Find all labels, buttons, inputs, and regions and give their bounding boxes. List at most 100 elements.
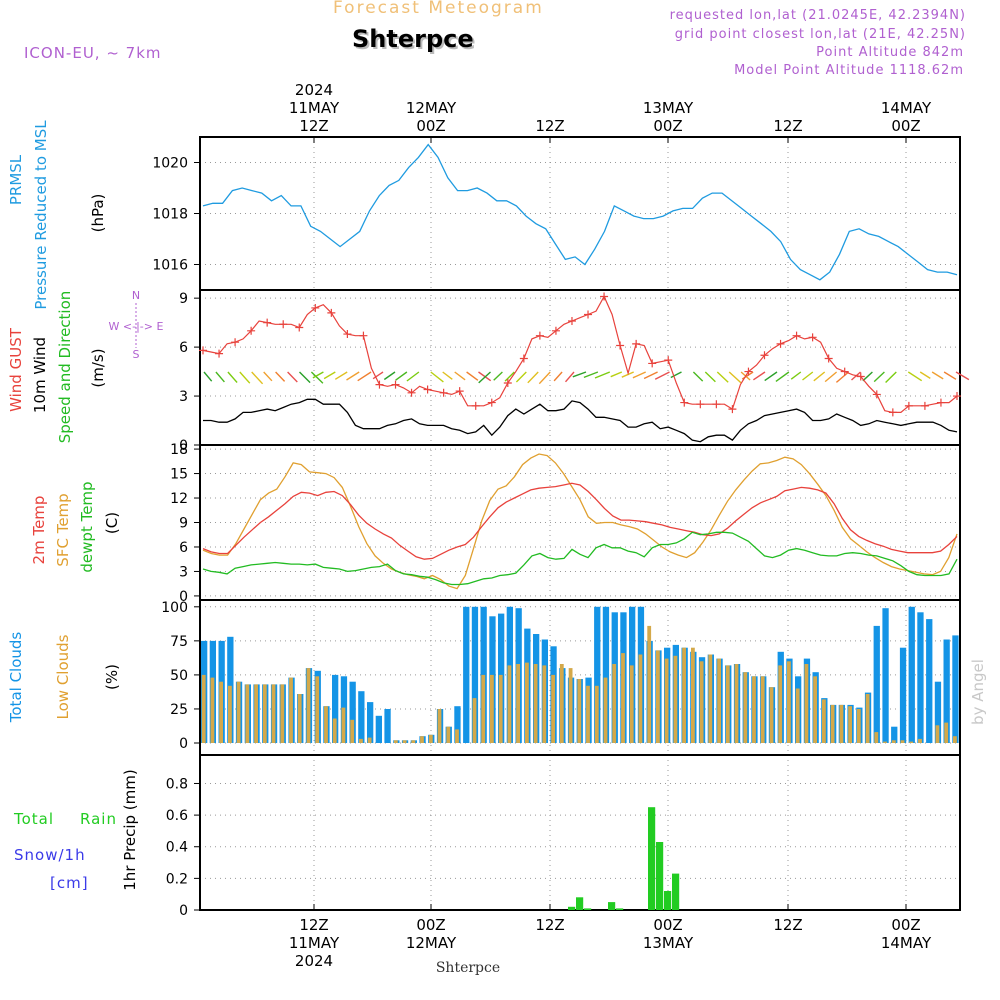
wind-direction-arrow bbox=[275, 371, 286, 382]
y-tick-label: 0 bbox=[179, 589, 188, 605]
low-cloud-bar bbox=[254, 684, 258, 743]
wind-direction-arrow bbox=[538, 371, 551, 385]
low-cloud-bar bbox=[498, 674, 503, 743]
dewpt-temp-line bbox=[202, 531, 958, 586]
gust-marker bbox=[567, 317, 576, 325]
low-cloud-bar bbox=[219, 681, 223, 743]
wind-direction-arrow bbox=[430, 371, 444, 383]
cloud-unit: (%) bbox=[103, 664, 121, 690]
wind-direction-arrow bbox=[203, 371, 213, 382]
gust-marker bbox=[407, 388, 416, 397]
gust-marker bbox=[664, 356, 673, 365]
wind-direction-arrow bbox=[406, 371, 420, 382]
low-cloud-bar bbox=[918, 738, 922, 743]
low-cloud-bar bbox=[245, 684, 250, 743]
footer-location: Shterpce bbox=[436, 960, 500, 976]
gust-marker bbox=[247, 326, 256, 335]
wind-direction-arrow bbox=[493, 371, 503, 381]
gust-marker bbox=[840, 367, 849, 376]
total-cloud-bar bbox=[934, 681, 942, 743]
y-tick-label: 18 bbox=[170, 442, 188, 458]
y-tick-label: 0.4 bbox=[166, 840, 188, 856]
wind-direction-arrow bbox=[885, 371, 897, 383]
low-cloud-bar bbox=[341, 707, 346, 743]
wind-direction-arrow bbox=[263, 371, 273, 382]
pressure-axis-title: Pressure Reduced to MSL bbox=[32, 120, 50, 310]
y-tick-label: 9 bbox=[179, 291, 188, 307]
top-time-label: 14MAY bbox=[881, 99, 932, 117]
panel-frame bbox=[199, 289, 961, 446]
gust-marker bbox=[487, 398, 496, 407]
wind-direction-arrow bbox=[310, 371, 324, 384]
total-cloud-bar bbox=[463, 606, 470, 743]
wind-direction-arrow bbox=[299, 371, 311, 384]
y-tick-label: 0.6 bbox=[166, 808, 188, 824]
panel-frame bbox=[199, 754, 961, 911]
gust-marker bbox=[439, 388, 448, 397]
precip-bar bbox=[656, 842, 664, 910]
wind-direction-arrow bbox=[323, 371, 336, 380]
gust-marker bbox=[600, 292, 609, 301]
wind-direction-arrow bbox=[621, 371, 634, 378]
bottom-time-label: 00Z bbox=[653, 916, 682, 934]
low-cloud-bar bbox=[822, 699, 826, 743]
bottom-time-label: 00Z bbox=[416, 916, 445, 934]
top-time-label: 2024 bbox=[295, 81, 333, 99]
wind-direction-axis-title: Speed and Direction bbox=[56, 291, 74, 444]
low-cloud-bar bbox=[691, 647, 695, 743]
wind-direction-arrow bbox=[583, 371, 599, 379]
grid-point-coords: grid point closest lon,lat (21E, 42.25N) bbox=[674, 27, 966, 42]
low-cloud-bar bbox=[210, 677, 215, 743]
gust-marker bbox=[279, 320, 288, 329]
gust-marker bbox=[231, 338, 240, 347]
wind-direction-arrow bbox=[454, 371, 466, 381]
low-cloud-bar bbox=[656, 650, 660, 743]
wind-direction-arrow bbox=[466, 371, 479, 381]
low-cloud-bar bbox=[787, 661, 791, 743]
wind-direction-arrow bbox=[955, 371, 970, 381]
requested-coords: requested lon,lat (21.0245E, 42.2394N) bbox=[669, 8, 966, 23]
low-cloud-bar bbox=[682, 647, 686, 743]
compass-north: N bbox=[132, 289, 140, 302]
low-cloud-bar bbox=[953, 736, 957, 743]
low-cloud-bar bbox=[306, 668, 311, 743]
total-cloud-bar bbox=[873, 625, 880, 743]
y-tick-label: 100 bbox=[161, 600, 188, 616]
wind-direction-arrow bbox=[564, 371, 575, 383]
y-tick-label: 9 bbox=[179, 516, 188, 532]
temperature-panel: 0 3 6 9 12 15 18 bbox=[170, 442, 961, 605]
low-cloud-bar bbox=[289, 677, 293, 743]
pressure-unit: (hPa) bbox=[89, 194, 107, 233]
top-time-label: 00Z bbox=[891, 117, 920, 135]
gust-marker bbox=[295, 323, 304, 332]
gust-marker bbox=[856, 372, 865, 381]
temp-unit: (C) bbox=[103, 512, 121, 534]
gust-marker bbox=[311, 303, 320, 312]
y-tick-label: 12 bbox=[170, 491, 188, 507]
wind-direction-arrow bbox=[775, 371, 790, 382]
wind-direction-arrow bbox=[654, 371, 670, 380]
wind-direction-arrow bbox=[919, 371, 931, 379]
low-clouds-axis-title: Low Clouds bbox=[54, 634, 72, 719]
precip-bar bbox=[568, 906, 576, 910]
gust-marker bbox=[824, 354, 833, 363]
total-cloud-bar bbox=[454, 706, 461, 743]
low-cloud-bar bbox=[332, 718, 337, 743]
sfc-axis-title: SFC Temp bbox=[54, 493, 72, 566]
wind-unit: (m/s) bbox=[89, 348, 107, 387]
wind-direction-arrow bbox=[395, 371, 408, 381]
gust-marker bbox=[712, 400, 721, 409]
gust-marker bbox=[584, 310, 593, 319]
y-tick-label: 1018 bbox=[152, 207, 188, 223]
wind-direction-arrow bbox=[553, 371, 563, 382]
wind-direction-arrow bbox=[907, 371, 923, 382]
y-tick-label: 50 bbox=[170, 668, 188, 684]
wind-direction-arrow bbox=[478, 371, 491, 384]
gust-marker bbox=[936, 398, 945, 407]
wind-direction-arrow bbox=[704, 371, 716, 383]
wind-direction-arrow bbox=[835, 371, 850, 383]
gust-marker bbox=[920, 401, 929, 410]
wind-direction-arrow bbox=[572, 371, 587, 378]
gust-marker bbox=[391, 380, 400, 389]
wind-direction-arrow bbox=[753, 371, 766, 381]
